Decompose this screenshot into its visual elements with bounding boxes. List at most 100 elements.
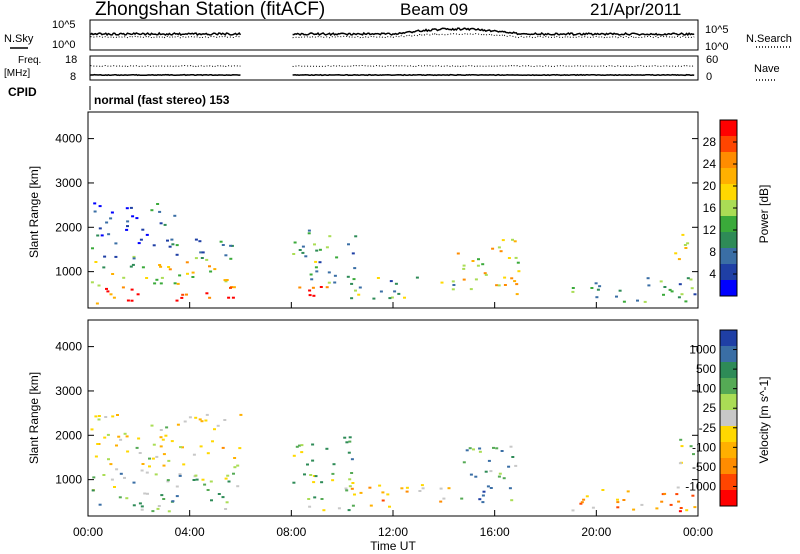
power-echo-2 <box>229 257 233 260</box>
velocity-echo-4 <box>469 473 473 476</box>
velocity-echo-3 <box>381 491 385 494</box>
velocity-echo-5 <box>616 506 620 509</box>
power-echo-8 <box>690 287 694 290</box>
velocity-echo-5 <box>678 510 682 513</box>
power-echo-1 <box>224 280 228 283</box>
velocity-echo-1 <box>111 415 115 418</box>
velocity-echo-1 <box>116 414 119 416</box>
power-echo-5 <box>351 252 355 255</box>
power-echo-0 <box>136 293 140 296</box>
velocity-echo-4 <box>482 490 486 493</box>
power-echo-1 <box>178 274 182 277</box>
power-echo-0 <box>112 296 116 299</box>
power-echo-8 <box>677 296 681 299</box>
power-echo-5 <box>301 245 305 248</box>
velocity-echo-1 <box>151 457 155 460</box>
freq-label: Freq. <box>18 55 41 66</box>
velocity-echo-2 <box>309 474 313 476</box>
velocity-echo-4 <box>486 485 490 488</box>
power-echo-3 <box>126 225 129 228</box>
cpid-value: normal (fast stereo) 153 <box>94 93 230 107</box>
x-tick-label: 00:00 <box>73 525 103 539</box>
velocity-echo-4 <box>498 472 502 475</box>
noise-sky-line <box>90 27 695 37</box>
velocity-echo-1 <box>96 443 100 445</box>
velocity-y-axis: 1000 2000 3000 4000 <box>55 340 698 487</box>
velocity-echo-3 <box>381 499 385 502</box>
colorbar-segment <box>720 410 737 427</box>
power-echo-7 <box>456 252 460 255</box>
power-echo-8 <box>571 287 575 289</box>
power-echo-9 <box>674 252 678 255</box>
velocity-echo-1 <box>183 420 187 423</box>
power-echo-8 <box>615 295 618 298</box>
power-echo-3 <box>109 217 113 220</box>
velocity-echo-5 <box>580 501 584 504</box>
velocity-echo-1 <box>152 443 156 446</box>
colorbar-segment <box>720 330 737 347</box>
velocity-echo-5 <box>685 509 689 512</box>
velocity-echo-0 <box>227 480 231 483</box>
velocity-echo-1 <box>155 455 159 458</box>
velocity-echo-5 <box>679 507 683 509</box>
power-echo-3 <box>135 217 139 220</box>
velocity-echo-2 <box>350 458 354 461</box>
velocity-echo-4 <box>509 445 513 448</box>
colorbar-tick-label: 16 <box>703 201 717 215</box>
velocity-echo-2 <box>313 496 317 499</box>
power-echo-5 <box>307 232 311 235</box>
power-echo-1 <box>141 266 145 269</box>
colorbar-tick-label: -500 <box>692 460 716 474</box>
power-echo-8 <box>678 283 682 286</box>
power-echo-2 <box>139 238 143 241</box>
power-echo-2 <box>114 255 118 258</box>
power-echo-8 <box>643 300 647 303</box>
station-title: Zhongshan Station (fitACF) <box>95 0 325 20</box>
colorbar-segment <box>720 474 737 491</box>
velocity-echo-4 <box>474 475 478 478</box>
velocity-echo-5 <box>601 489 605 491</box>
power-echo-5 <box>314 260 318 263</box>
power-echo-2 <box>132 257 136 260</box>
velocity-echo-3 <box>405 490 409 493</box>
velocity-echo-0 <box>138 502 142 505</box>
power-echo-3 <box>150 209 154 212</box>
power-echo-6 <box>350 297 354 300</box>
velocity-echo-0 <box>210 499 213 502</box>
power-echo-5 <box>301 251 305 254</box>
velocity-echo-5 <box>616 501 620 504</box>
power-echo-3 <box>98 227 102 230</box>
x-axis-label: Time UT <box>370 539 416 553</box>
power-echo-2 <box>170 238 174 241</box>
power-echo-2 <box>171 243 175 246</box>
frequency-line <box>90 73 695 77</box>
power-echo-1 <box>122 276 126 279</box>
freq-right-tick-bottom: 0 <box>706 71 712 83</box>
velocity-echo-2 <box>312 481 316 484</box>
velocity-echo-0 <box>125 497 129 500</box>
velocity-echo-2 <box>292 481 296 484</box>
colorbar-tick-label: 500 <box>696 362 716 376</box>
velocity-echo-1 <box>205 413 209 416</box>
power-echo-5 <box>304 255 308 258</box>
velocity-echo-1 <box>125 435 129 438</box>
velocity-echo-5 <box>571 509 575 512</box>
power-echo-8 <box>595 296 599 299</box>
velocity-echo-0 <box>113 486 116 488</box>
power-echo-4 <box>325 286 329 289</box>
power-echo-0 <box>208 296 212 299</box>
velocity-panel: 1000 2000 3000 4000 00:00 04:00 08:00 12:00 16:… <box>27 302 771 553</box>
power-echo-0 <box>106 290 110 293</box>
power-echo-5 <box>318 261 322 264</box>
velocity-echo-1 <box>104 416 108 418</box>
velocity-echo-1 <box>94 415 98 418</box>
velocity-echo-2 <box>337 507 341 510</box>
velocity-echo-3 <box>405 486 409 489</box>
velocity-echo-5 <box>616 498 619 501</box>
frequency-panel-frame <box>89 55 699 81</box>
power-echo-5 <box>354 235 358 238</box>
velocity-echo-0 <box>201 478 205 481</box>
power-echo-3 <box>125 228 129 231</box>
velocity-echo-0 <box>145 471 149 474</box>
power-echo-7 <box>497 284 501 287</box>
